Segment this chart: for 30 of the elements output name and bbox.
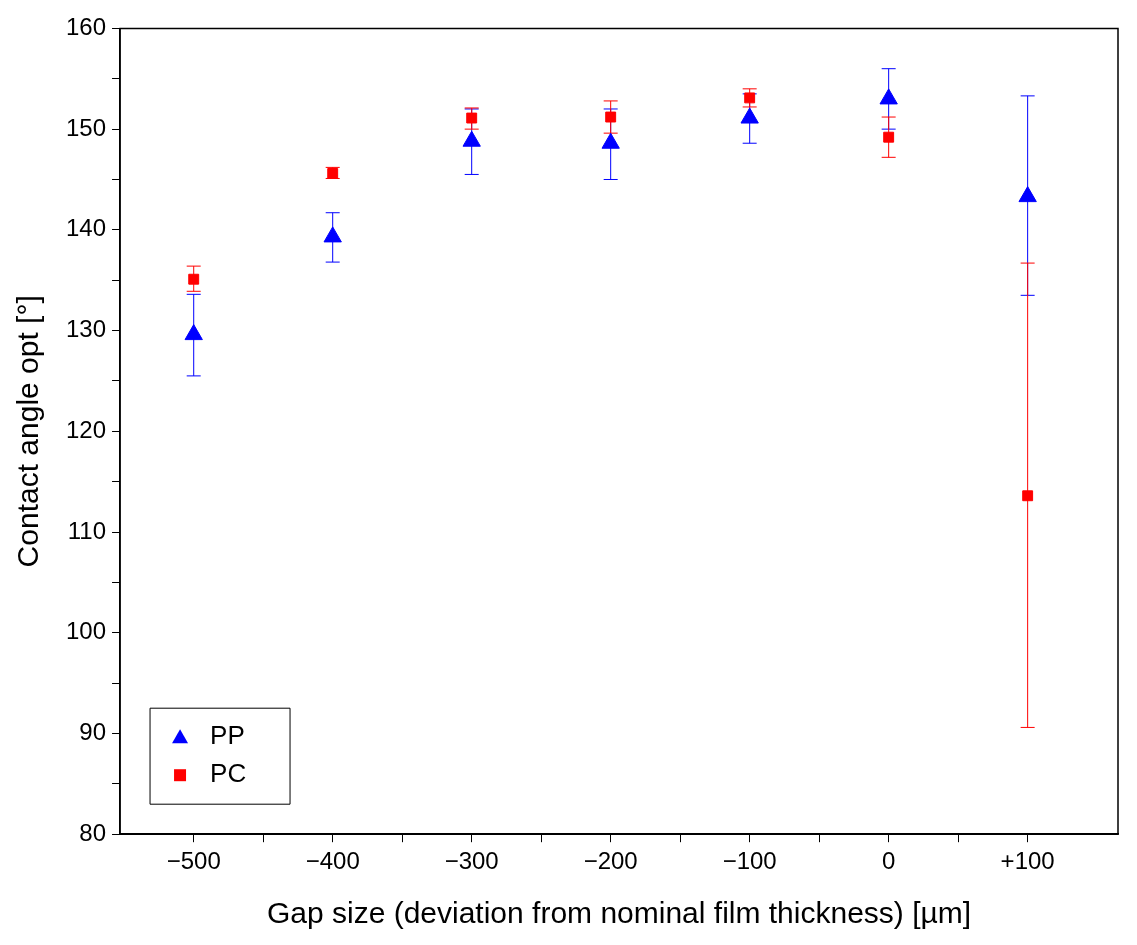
x-tick-label: 0 [881,847,896,875]
point [879,88,898,105]
y-tick-label: 100 [66,617,107,645]
y-tick-label: 90 [79,718,107,746]
point [740,107,759,124]
y-tick-label: 140 [66,214,107,242]
point [1022,490,1034,502]
y-tick-label: 80 [79,818,107,846]
x-tick-label: −200 [583,847,638,875]
y-tick-label: 150 [66,113,107,141]
point [184,324,203,341]
x-axis-title: Gap size (deviation from nominal film thickness) [µm] [266,896,972,930]
y-tick-label: 110 [67,516,107,544]
point [1018,186,1037,203]
point [188,273,200,285]
x-tick-label: −100 [722,847,777,875]
x-tick-label: +100 [1000,847,1055,875]
y-axis-title: Contact angle opt [°] [11,295,45,568]
y-tick-label: 120 [66,415,107,443]
y-tick-label: 160 [66,13,107,41]
x-tick-label: −400 [305,847,360,875]
legend-label: PP [210,720,245,751]
x-tick-label: −300 [444,847,499,875]
y-tick-label: 130 [66,315,107,343]
point [883,131,895,143]
point [462,130,481,147]
point [323,226,342,243]
legend-label: PC [210,758,247,789]
point [601,132,620,149]
x-tick-label: −500 [166,847,221,875]
